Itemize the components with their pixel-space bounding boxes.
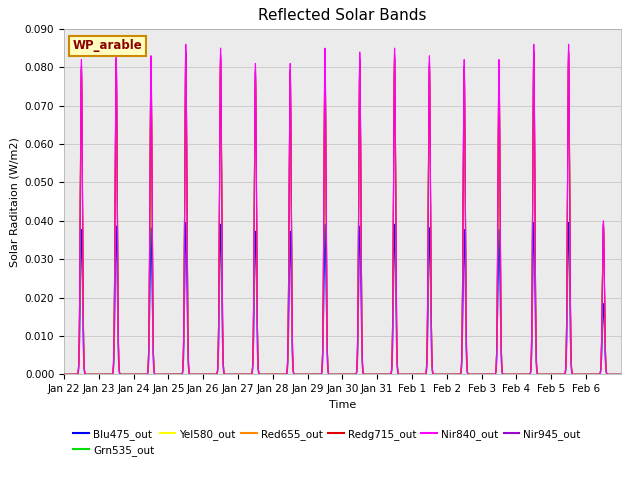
Nir945_out	[414, 372, 422, 377]
Yel580_out	[88, 372, 96, 377]
Nir840_out	[564, 41, 572, 47]
Nir840_out	[262, 372, 269, 377]
Grn535_out	[473, 372, 481, 377]
Blu475_out	[502, 372, 510, 377]
Blu475_out	[60, 372, 68, 377]
Yel580_out	[473, 372, 481, 377]
Grn535_out	[390, 206, 397, 212]
Red655_out	[473, 372, 481, 377]
Grn535_out	[564, 68, 572, 73]
X-axis label: Time: Time	[329, 400, 356, 409]
Nir945_out	[390, 196, 397, 202]
Line: Nir840_out: Nir840_out	[64, 44, 621, 374]
Blu475_out	[390, 289, 397, 295]
Legend: Blu475_out, Grn535_out, Yel580_out, Red655_out, Redg715_out, Nir840_out, Nir945_: Blu475_out, Grn535_out, Yel580_out, Red6…	[69, 424, 585, 460]
Red655_out	[262, 372, 269, 377]
Blu475_out	[88, 372, 96, 377]
Redg715_out	[390, 197, 397, 203]
Red655_out	[88, 372, 96, 377]
Redg715_out	[617, 372, 625, 377]
Redg715_out	[88, 372, 96, 377]
Nir840_out	[414, 372, 422, 377]
Line: Blu475_out: Blu475_out	[64, 223, 621, 374]
Yel580_out	[502, 372, 510, 377]
Red655_out	[414, 372, 422, 377]
Yel580_out	[60, 372, 68, 377]
Line: Redg715_out: Redg715_out	[64, 54, 621, 374]
Red655_out	[60, 372, 68, 377]
Text: WP_arable: WP_arable	[72, 39, 142, 52]
Red655_out	[564, 58, 572, 63]
Red655_out	[390, 201, 397, 207]
Line: Red655_out: Red655_out	[64, 60, 621, 374]
Nir840_out	[390, 192, 397, 198]
Line: Nir945_out: Nir945_out	[64, 51, 621, 374]
Grn535_out	[88, 372, 96, 377]
Yel580_out	[564, 61, 572, 67]
Redg715_out	[473, 372, 481, 377]
Red655_out	[617, 372, 625, 377]
Yel580_out	[414, 372, 422, 377]
Grn535_out	[617, 372, 625, 377]
Redg715_out	[564, 51, 572, 57]
Nir945_out	[564, 48, 572, 54]
Yel580_out	[617, 372, 625, 377]
Blu475_out	[473, 372, 481, 377]
Nir945_out	[502, 372, 510, 377]
Nir840_out	[88, 372, 96, 377]
Redg715_out	[414, 372, 422, 377]
Redg715_out	[60, 372, 68, 377]
Nir945_out	[60, 372, 68, 377]
Nir945_out	[88, 372, 96, 377]
Nir945_out	[262, 372, 269, 377]
Grn535_out	[502, 372, 510, 377]
Nir840_out	[60, 372, 68, 377]
Blu475_out	[262, 372, 269, 377]
Red655_out	[502, 372, 510, 377]
Line: Grn535_out: Grn535_out	[64, 71, 621, 374]
Grn535_out	[60, 372, 68, 377]
Nir840_out	[473, 372, 481, 377]
Grn535_out	[262, 372, 269, 377]
Blu475_out	[617, 372, 625, 377]
Blu475_out	[564, 220, 572, 226]
Redg715_out	[502, 372, 510, 377]
Yel580_out	[262, 372, 269, 377]
Grn535_out	[414, 372, 422, 377]
Nir840_out	[502, 372, 510, 377]
Yel580_out	[390, 203, 397, 209]
Redg715_out	[262, 372, 269, 377]
Nir945_out	[617, 372, 625, 377]
Nir945_out	[473, 372, 481, 377]
Y-axis label: Solar Raditaion (W/m2): Solar Raditaion (W/m2)	[9, 137, 19, 266]
Line: Yel580_out: Yel580_out	[64, 64, 621, 374]
Title: Reflected Solar Bands: Reflected Solar Bands	[258, 9, 427, 24]
Blu475_out	[414, 372, 422, 377]
Nir840_out	[617, 372, 625, 377]
